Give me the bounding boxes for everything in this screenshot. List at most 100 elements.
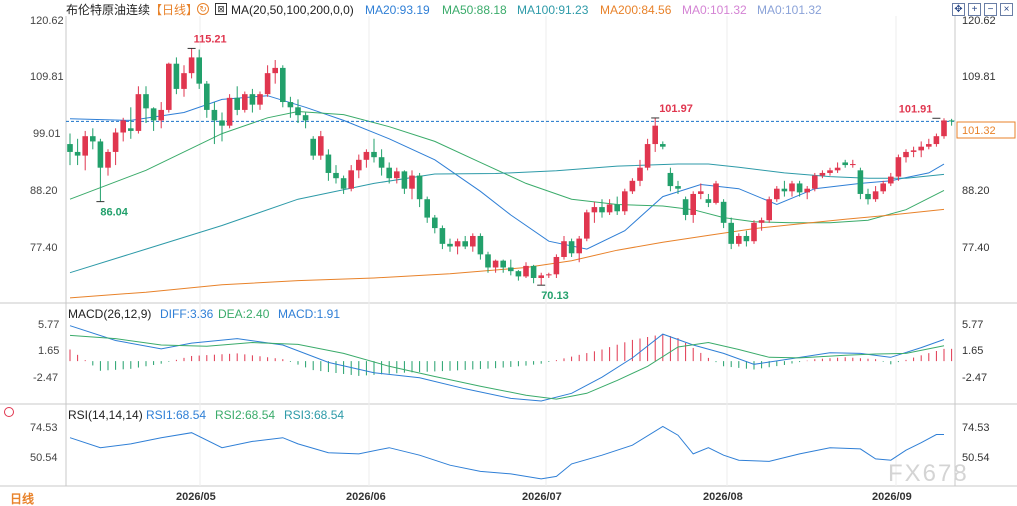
candle-body	[523, 265, 529, 277]
candle-body	[538, 275, 544, 278]
candle-body	[508, 267, 514, 272]
macd-label-right: 1.65	[962, 345, 983, 357]
price-label-right: 77.40	[962, 242, 990, 254]
candle-body	[158, 109, 164, 121]
candle-body	[371, 151, 377, 158]
candle-body	[637, 167, 643, 181]
candle-body	[378, 157, 385, 168]
candle-body	[424, 199, 430, 218]
ma0-value: MA0:101.32	[757, 3, 822, 17]
macd-label-left: -2.47	[33, 372, 58, 384]
candle-body	[865, 193, 871, 200]
candle-body	[409, 175, 415, 189]
candle-body	[606, 204, 613, 213]
candle-body	[325, 154, 332, 173]
candle-body	[812, 175, 818, 189]
candle-body	[211, 109, 218, 121]
watermark: FX678	[888, 460, 969, 487]
candle-body	[333, 172, 339, 179]
candle-body	[340, 178, 347, 189]
candle-body	[652, 125, 658, 145]
candle-body	[720, 201, 727, 223]
macd-diff-line	[69, 325, 945, 402]
price-label-left: 109.81	[30, 71, 64, 83]
candle-body	[249, 94, 256, 105]
rsi-label-left: 50.54	[30, 452, 58, 464]
candle-body	[736, 235, 742, 244]
candle-body	[112, 132, 119, 152]
candle-body	[196, 57, 202, 84]
candle-body	[188, 57, 195, 74]
candle-body	[842, 162, 848, 166]
candle-body	[834, 167, 841, 171]
candle-body	[926, 144, 932, 147]
annotation-label: 115.21	[194, 33, 227, 45]
candle-body	[553, 256, 560, 275]
rsi-title[interactable]: RSI(14,14,14)	[68, 408, 143, 422]
candle-body	[485, 254, 491, 268]
ma20-value: MA20:93.19	[365, 3, 430, 17]
macd-label-left: 5.77	[38, 319, 59, 331]
candle-body	[454, 241, 461, 247]
candle-body	[272, 67, 278, 74]
ma200-line	[69, 208, 945, 299]
candle-body	[97, 141, 104, 168]
candle-body	[150, 108, 157, 121]
candle-body	[599, 207, 605, 213]
zoom-in-icon[interactable]: +	[968, 3, 981, 16]
candle-body	[910, 150, 917, 152]
candle-body	[827, 170, 833, 173]
ma50-line	[69, 110, 945, 224]
candle-body	[287, 102, 294, 108]
candle-body	[181, 73, 187, 89]
target-icon[interactable]	[4, 407, 14, 417]
candle-body	[447, 243, 453, 247]
price-label-left: 120.62	[30, 15, 64, 27]
refresh-icon[interactable]: ↻	[197, 3, 209, 15]
candle-body	[143, 94, 149, 109]
macd-label-right: 5.77	[962, 319, 983, 331]
candle-body	[576, 238, 582, 254]
candle-body	[622, 191, 628, 212]
candle-body	[781, 188, 788, 192]
candle-body	[439, 228, 446, 244]
panel-frames	[0, 16, 1017, 487]
candle-body	[857, 170, 864, 194]
macd-title[interactable]: MACD(26,12,9)	[68, 307, 152, 321]
macd-label-left: 1.65	[38, 345, 59, 357]
candle-body	[903, 151, 909, 158]
current-price-label: 101.32	[962, 125, 996, 137]
rsi3-value: RSI3:68.54	[284, 408, 345, 422]
period-button[interactable]: 日线	[10, 492, 35, 506]
candle-body	[401, 171, 408, 189]
candle-body	[796, 183, 803, 193]
candle-body	[416, 175, 423, 200]
close-icon[interactable]: ×	[1000, 3, 1013, 16]
current-price-tag	[956, 121, 1016, 139]
rsi1-value: RSI1:68.54	[146, 408, 207, 422]
candle-body	[682, 199, 689, 215]
candlesticks	[67, 48, 955, 286]
candle-body	[470, 235, 476, 247]
candle-body	[166, 63, 172, 110]
candle-body	[67, 144, 73, 152]
annotation-label: 86.04	[100, 207, 128, 219]
rsi-label-right: 74.53	[962, 422, 990, 434]
macd-hist-value: MACD:1.91	[278, 307, 341, 321]
main-indicator-label[interactable]: MA(20,50,100,200,0,0)	[231, 3, 354, 17]
candle-body	[234, 97, 240, 110]
candle-body	[713, 183, 719, 203]
candle-body	[492, 260, 499, 268]
candle-body	[660, 144, 666, 147]
crosshair-icon[interactable]: ✥	[952, 3, 965, 16]
price-label-right: 120.62	[962, 15, 996, 27]
candle-body	[804, 188, 810, 193]
candle-body	[105, 151, 111, 168]
candle-body	[310, 138, 316, 156]
zoom-out-icon[interactable]: −	[984, 3, 997, 16]
period-label[interactable]: 【日线】	[150, 3, 199, 17]
indicator-settings-icon[interactable]: ⊠	[215, 3, 227, 15]
candle-body	[219, 120, 225, 126]
rsi-label-left: 74.53	[30, 422, 58, 434]
macd-dea-value: DEA:2.40	[218, 307, 270, 321]
